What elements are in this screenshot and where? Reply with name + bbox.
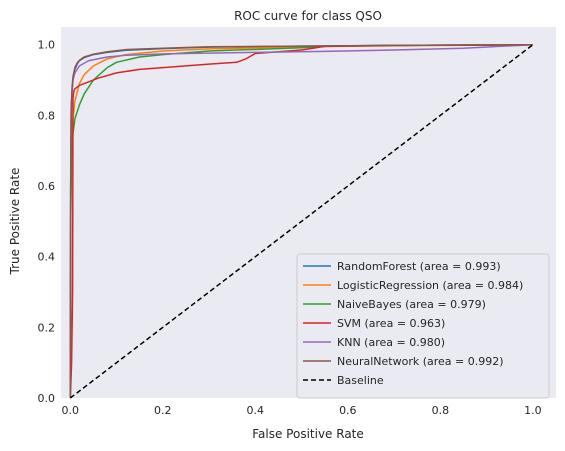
x-tick-label: 0.8 <box>432 404 450 417</box>
x-tick-label: 0.2 <box>154 404 172 417</box>
x-tick-label: 0.4 <box>247 404 265 417</box>
y-tick-label: 0.4 <box>38 251 56 264</box>
legend-label: NaiveBayes (area = 0.979) <box>337 298 486 311</box>
y-axis-label: True Positive Rate <box>8 168 22 276</box>
series-line-baseline <box>69 44 534 399</box>
x-tick-label: 0.6 <box>339 404 357 417</box>
legend-label: SVM (area = 0.963) <box>337 317 445 330</box>
x-tick-label: 0.0 <box>62 404 80 417</box>
x-axis-label: False Positive Rate <box>252 427 364 441</box>
y-tick-label: 0.0 <box>38 392 56 405</box>
legend-label: KNN (area = 0.980) <box>337 336 445 349</box>
y-tick-label: 0.2 <box>38 321 56 334</box>
chart-title: ROC curve for class QSO <box>234 9 382 23</box>
legend-label: Baseline <box>337 374 384 387</box>
y-tick-label: 1.0 <box>38 39 56 52</box>
series-line-neuralnetwork <box>69 43 533 399</box>
legend-box <box>296 253 550 399</box>
legend-label: NeuralNetwork (area = 0.992) <box>337 355 504 368</box>
series-layer <box>69 43 534 399</box>
x-tick-label: 1.0 <box>524 404 542 417</box>
ticks-layer: 0.0 0.2 0.4 0.6 0.8 1.0 0.0 0.2 0.4 0.6 0.8 1.0 <box>38 39 542 417</box>
series-line-svm <box>69 43 533 399</box>
legend-label: RandomForest (area = 0.993) <box>337 260 501 273</box>
y-tick-label: 0.6 <box>38 180 56 193</box>
legend-label: LogisticRegression (area = 0.984) <box>337 279 523 292</box>
legend: RandomForest (area = 0.993) LogisticRegre… <box>296 253 550 399</box>
y-tick-label: 0.8 <box>38 109 56 122</box>
